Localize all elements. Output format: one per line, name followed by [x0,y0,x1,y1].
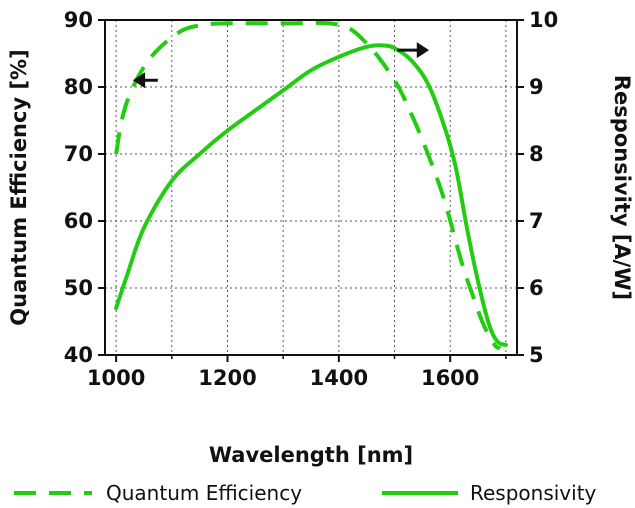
legend: Quantum Efficiency Responsivity [14,481,597,505]
annotations [132,42,430,89]
y-right-tick-label: 7 [529,209,544,233]
legend-label-responsivity: Responsivity [470,481,597,505]
series-line-responsivity [114,43,508,347]
y-right-tick-label: 8 [529,142,544,166]
x-tick-label: 1000 [87,366,145,390]
y-left-tick-label: 90 [64,8,93,32]
x-tick-label: 1400 [310,366,368,390]
y-right-tick-label: 6 [529,276,544,300]
plot-frame [104,19,518,356]
grid [105,20,517,355]
y-left-tick-label: 50 [64,276,93,300]
x-tick-label: 1200 [198,366,256,390]
y-axis-right-title: Responsivity [A/W] [610,75,634,300]
y-axis-left-title: Quantum Efficiency [%] [7,49,31,325]
axis-ticks: 1000 1200 1400 1600 40 50 60 70 80 90 5 6 7 8 9 10 [64,8,558,390]
series-lines [114,20,508,351]
legend-label-quantum-efficiency: Quantum Efficiency [106,481,302,505]
series-line-quantum-efficiency [114,20,502,351]
y-right-tick-label: 9 [529,75,544,99]
x-axis-title: Wavelength [nm] [209,443,413,467]
y-left-tick-label: 60 [64,209,93,233]
y-right-tick-label: 10 [529,8,558,32]
y-left-tick-label: 80 [64,75,93,99]
x-tick-label: 1600 [421,366,479,390]
arrow-left-icon [132,72,146,89]
y-right-tick-label: 5 [529,343,544,367]
y-left-tick-label: 70 [64,142,93,166]
arrow-right-icon [416,42,430,59]
y-left-tick-label: 40 [64,343,93,367]
